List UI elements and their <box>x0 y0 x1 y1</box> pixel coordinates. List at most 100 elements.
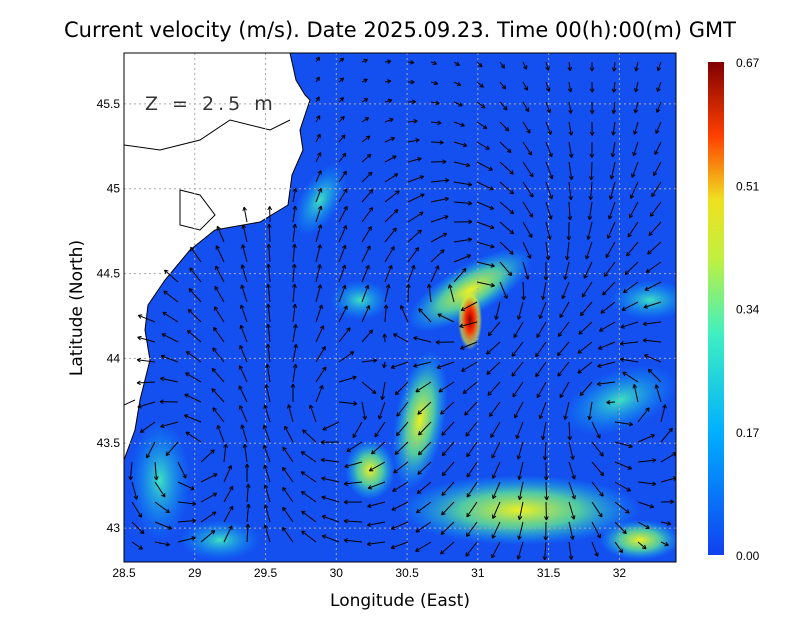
velocity-arrow <box>426 283 432 303</box>
velocity-arrow <box>131 481 139 500</box>
velocity-arrow <box>441 421 455 436</box>
velocity-arrow <box>542 541 548 561</box>
velocity-arrow <box>465 521 478 538</box>
velocity-arrow <box>597 341 616 350</box>
velocity-arrow <box>338 327 351 343</box>
velocity-arrow <box>212 347 225 363</box>
velocity-arrow <box>453 61 460 66</box>
velocity-arrow <box>637 458 657 463</box>
velocity-arrow <box>487 381 501 396</box>
velocity-arrow <box>290 383 296 403</box>
velocity-arrow <box>384 117 394 123</box>
velocity-arrow <box>563 261 570 280</box>
velocity-arrow <box>394 441 409 455</box>
velocity-arrow <box>545 141 553 158</box>
velocity-arrow <box>300 471 317 483</box>
velocity-arrow <box>521 281 527 301</box>
velocity-arrow <box>476 221 495 230</box>
velocity-arrow <box>491 441 501 459</box>
velocity-arrow <box>453 254 472 263</box>
velocity-arrow <box>614 421 634 427</box>
velocity-arrow <box>131 541 143 550</box>
colorbar-label: 0.34 <box>736 303 760 317</box>
velocity-arrow <box>315 56 320 63</box>
velocity-arrow <box>567 421 573 441</box>
velocity-arrow <box>522 241 532 259</box>
velocity-arrow <box>430 249 445 263</box>
velocity-arrow <box>626 241 639 257</box>
velocity-arrow <box>637 541 647 550</box>
velocity-arrow <box>265 363 271 383</box>
velocity-arrow <box>522 181 534 198</box>
velocity-arrow <box>603 261 616 277</box>
velocity-arrow <box>200 449 215 463</box>
velocity-arrow <box>315 366 327 383</box>
velocity-arrow <box>321 514 340 523</box>
velocity-arrow <box>361 305 371 323</box>
velocity-arrow <box>494 301 501 320</box>
velocity-arrow <box>647 368 662 383</box>
velocity-arrow <box>591 521 601 539</box>
velocity-arrow <box>579 381 593 396</box>
velocity-arrow <box>407 138 420 143</box>
velocity-arrow <box>623 281 639 294</box>
velocity-arrow <box>380 381 386 401</box>
velocity-arrow <box>315 170 322 183</box>
velocity-arrow <box>437 313 455 323</box>
velocity-arrow <box>163 290 179 303</box>
speed-patch <box>600 520 676 560</box>
velocity-arrow <box>262 424 271 443</box>
velocity-arrow <box>487 321 501 337</box>
velocity-arrow <box>418 308 432 323</box>
velocity-arrow <box>513 321 524 339</box>
velocity-arrow <box>384 264 393 283</box>
velocity-arrow <box>430 232 448 243</box>
velocity-arrow <box>384 246 395 263</box>
velocity-arrow <box>177 536 196 543</box>
velocity-arrow <box>291 263 297 283</box>
velocity-arrow <box>627 221 639 238</box>
velocity-arrow <box>315 115 321 123</box>
velocity-arrow <box>292 205 298 223</box>
velocity-arrow <box>416 501 432 514</box>
velocity-arrow <box>137 335 156 343</box>
velocity-arrow <box>407 193 425 203</box>
velocity-arrow <box>568 541 574 560</box>
velocity-arrow <box>338 244 347 263</box>
velocity-arrow <box>589 61 595 72</box>
velocity-arrow <box>624 261 639 275</box>
velocity-arrow <box>643 301 662 309</box>
velocity-arrow <box>384 155 397 163</box>
velocity-arrow <box>367 501 386 509</box>
velocity-arrow <box>292 243 297 263</box>
velocity-arrow <box>214 285 225 303</box>
velocity-arrow <box>651 181 662 198</box>
velocity-arrow <box>211 367 225 383</box>
velocity-arrow <box>407 118 418 124</box>
velocity-arrow <box>417 441 432 456</box>
velocity-arrow <box>628 201 639 219</box>
velocity-arrow <box>185 372 202 383</box>
velocity-arrow <box>315 224 323 243</box>
velocity-arrow <box>338 264 347 283</box>
velocity-arrow <box>535 341 547 358</box>
velocity-arrow <box>587 401 593 421</box>
velocity-arrow <box>216 424 225 443</box>
velocity-arrow <box>315 384 324 403</box>
velocity-arrow <box>476 181 494 191</box>
velocity-arrow <box>338 205 348 223</box>
velocity-arrow <box>591 421 601 439</box>
velocity-arrow <box>384 284 391 303</box>
velocity-arrow <box>338 77 344 83</box>
velocity-arrow <box>453 181 473 187</box>
velocity-arrow <box>435 339 455 345</box>
velocity-arrow <box>137 401 156 409</box>
velocity-arrow <box>499 261 513 277</box>
velocity-arrow <box>366 521 386 528</box>
velocity-arrow <box>361 189 374 203</box>
velocity-arrow <box>654 141 662 155</box>
lat-lon-grid <box>124 53 676 562</box>
velocity-arrow <box>361 245 371 263</box>
velocity-arrow <box>282 466 294 483</box>
velocity-arrow <box>282 506 294 523</box>
